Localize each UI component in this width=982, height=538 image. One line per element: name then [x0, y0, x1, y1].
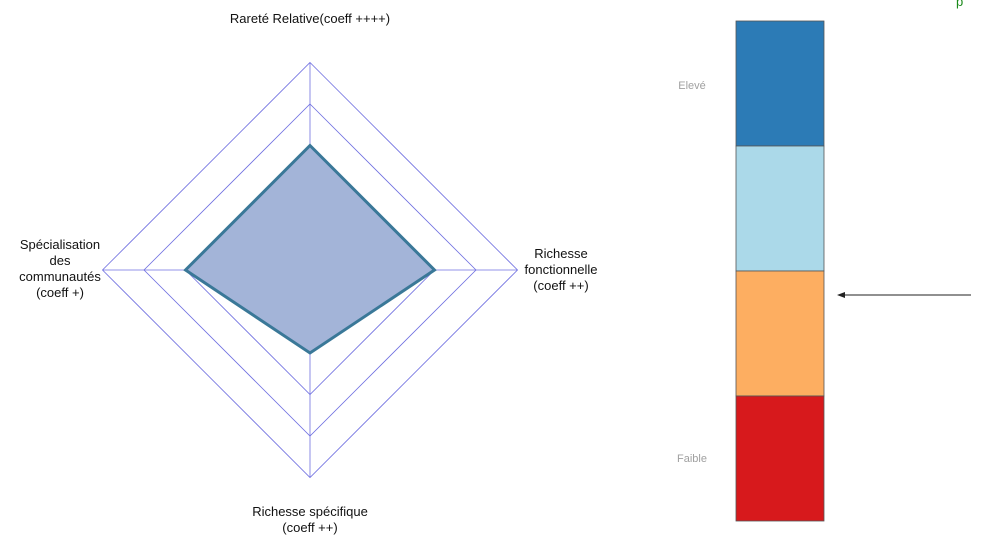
scale-heading-fragment: p: [956, 0, 963, 9]
axis-label-line: Richesse spécifique: [252, 504, 368, 519]
radar-series-polygon: [183, 143, 437, 355]
axis-label-line: (coeff ++): [533, 278, 588, 293]
axis-label-line: des: [50, 253, 71, 268]
scale-band-1: [735, 20, 825, 147]
axis-label-line: Spécialisation: [20, 237, 100, 252]
axis-label-line: Rareté Relative(coeff ++++): [230, 11, 390, 26]
axis-label-line: fonctionnelle: [525, 262, 598, 277]
axis-label-bottom: Richesse spécifique (coeff ++): [252, 504, 368, 535]
scale-band-3: [735, 270, 825, 397]
indicator-arrow-head: [837, 292, 845, 298]
axis-label-left: Spécialisation des communautés (coeff +): [19, 237, 101, 300]
axis-label-top: Rareté Relative(coeff ++++): [230, 11, 390, 26]
axis-label-line: communautés: [19, 269, 101, 284]
radar-axis-labels: Rareté Relative(coeff ++++) Richesse fonc…: [19, 11, 597, 535]
scale-label-low: Faible: [677, 453, 707, 465]
axis-label-right: Richesse fonctionnelle (coeff ++): [525, 246, 598, 293]
axis-label-line: (coeff ++): [282, 520, 337, 535]
axis-label-line: (coeff +): [36, 285, 84, 300]
radar-series: [183, 143, 437, 355]
scale-band-2: [735, 145, 825, 272]
scale-band-4: [735, 395, 825, 522]
value-scale: p Elevé Faible: [677, 0, 971, 522]
scale-label-high: Elevé: [678, 80, 706, 92]
axis-label-line: Richesse: [534, 246, 587, 261]
scale-bands: [735, 20, 825, 522]
indicator-arrow: [837, 292, 971, 298]
radar-chart: Rareté Relative(coeff ++++) Richesse fonc…: [19, 11, 597, 535]
